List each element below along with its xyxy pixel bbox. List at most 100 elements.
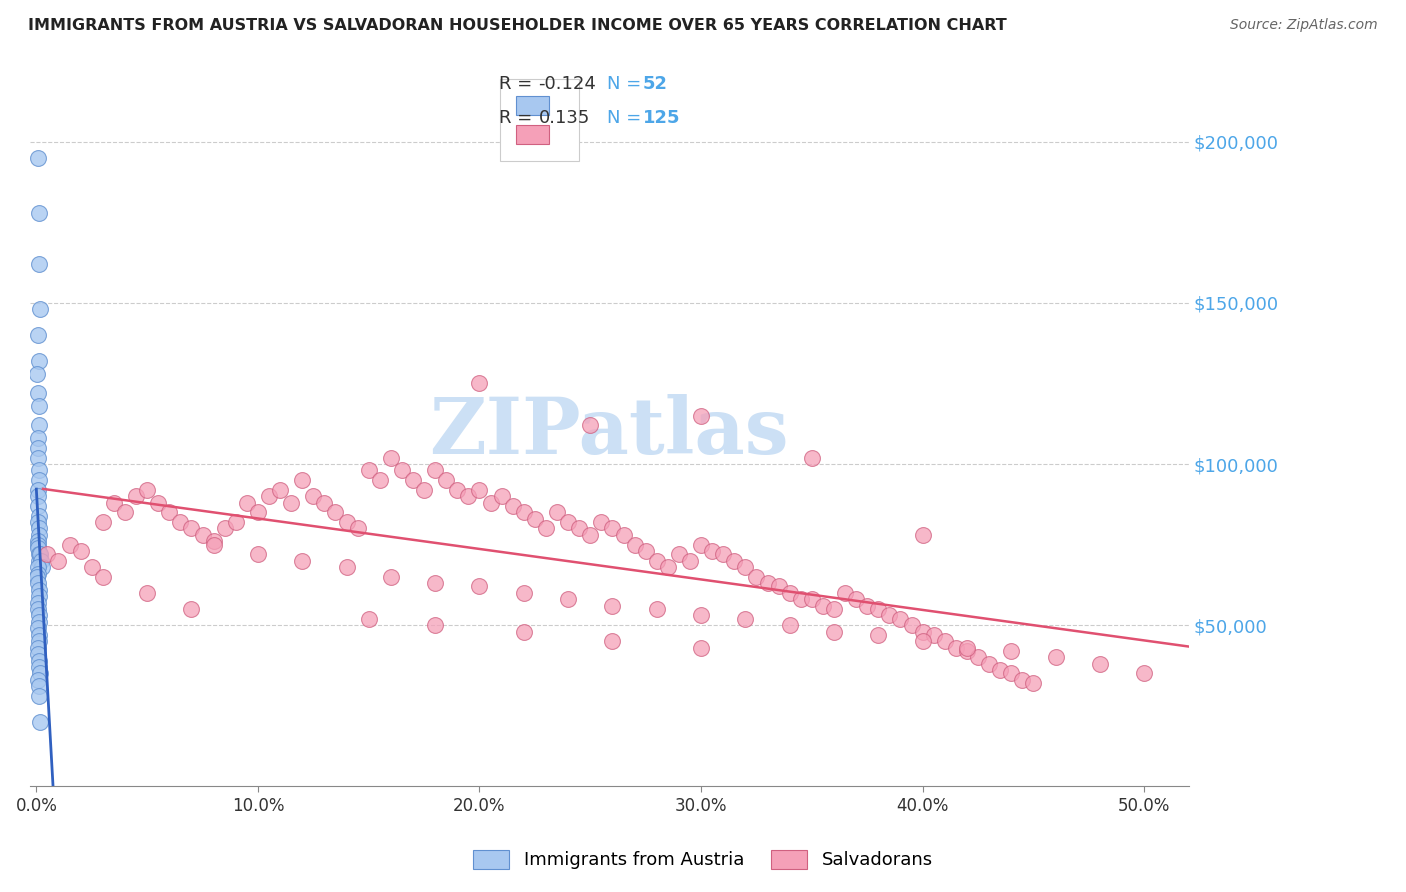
Point bbox=[956, 644, 979, 658]
Point bbox=[768, 579, 790, 593]
Point bbox=[335, 560, 357, 574]
Point bbox=[27, 441, 49, 455]
Point bbox=[27, 608, 49, 623]
Point bbox=[225, 515, 247, 529]
Point bbox=[325, 505, 347, 519]
Point bbox=[257, 489, 280, 503]
Point bbox=[579, 418, 602, 433]
Point bbox=[302, 489, 325, 503]
Text: Source: ZipAtlas.com: Source: ZipAtlas.com bbox=[1230, 18, 1378, 32]
Point bbox=[711, 547, 734, 561]
Point bbox=[779, 618, 801, 632]
Point bbox=[27, 463, 49, 477]
Point bbox=[27, 602, 49, 616]
Point bbox=[28, 528, 51, 542]
Point bbox=[69, 544, 91, 558]
Point bbox=[280, 496, 302, 510]
Point bbox=[546, 505, 568, 519]
Point bbox=[823, 602, 845, 616]
Point bbox=[790, 592, 813, 607]
Point bbox=[27, 582, 49, 597]
Point bbox=[579, 528, 602, 542]
Point bbox=[291, 554, 314, 568]
Point bbox=[479, 496, 502, 510]
Point bbox=[58, 537, 80, 551]
Text: IMMIGRANTS FROM AUSTRIA VS SALVADORAN HOUSEHOLDER INCOME OVER 65 YEARS CORRELATI: IMMIGRANTS FROM AUSTRIA VS SALVADORAN HO… bbox=[28, 18, 1007, 33]
Point bbox=[125, 489, 148, 503]
Point bbox=[623, 537, 645, 551]
Point bbox=[27, 367, 49, 381]
Point bbox=[468, 376, 491, 391]
Point bbox=[28, 473, 51, 487]
Point bbox=[602, 599, 624, 613]
Point bbox=[1088, 657, 1111, 671]
Point bbox=[27, 628, 49, 642]
Point bbox=[845, 592, 868, 607]
Text: R =: R = bbox=[499, 109, 533, 127]
Point bbox=[425, 463, 447, 477]
Point bbox=[657, 560, 679, 574]
Point bbox=[27, 560, 49, 574]
Point bbox=[734, 560, 756, 574]
Point bbox=[269, 483, 291, 497]
Point bbox=[169, 515, 191, 529]
Legend: Immigrants from Austria, Salvadorans: Immigrants from Austria, Salvadorans bbox=[464, 841, 942, 879]
Point bbox=[523, 512, 546, 526]
Point bbox=[1000, 666, 1022, 681]
Point bbox=[27, 647, 49, 661]
Point bbox=[911, 624, 934, 639]
Point bbox=[91, 570, 114, 584]
Point bbox=[28, 714, 51, 729]
Point bbox=[645, 554, 668, 568]
Point bbox=[28, 666, 51, 681]
Point bbox=[911, 528, 934, 542]
Point bbox=[602, 521, 624, 535]
Point bbox=[380, 570, 402, 584]
Point bbox=[690, 537, 713, 551]
Point bbox=[27, 576, 49, 591]
Point bbox=[967, 650, 990, 665]
Point bbox=[27, 566, 49, 581]
Point bbox=[988, 663, 1011, 677]
Point bbox=[335, 515, 357, 529]
Point bbox=[148, 496, 170, 510]
Point bbox=[1022, 676, 1045, 690]
Point bbox=[434, 473, 457, 487]
Point bbox=[811, 599, 834, 613]
Point bbox=[1045, 650, 1067, 665]
Point bbox=[879, 608, 901, 623]
Point bbox=[977, 657, 1000, 671]
Point bbox=[27, 534, 49, 549]
Point bbox=[357, 612, 380, 626]
Text: -0.124: -0.124 bbox=[538, 75, 596, 93]
Point bbox=[202, 534, 225, 549]
Point bbox=[945, 640, 967, 655]
Point bbox=[591, 515, 613, 529]
Point bbox=[645, 602, 668, 616]
Point bbox=[27, 354, 49, 368]
Point bbox=[723, 554, 745, 568]
Point bbox=[425, 618, 447, 632]
Point bbox=[27, 489, 49, 503]
Point bbox=[634, 544, 657, 558]
Point bbox=[756, 576, 779, 591]
Legend: , : , bbox=[501, 79, 579, 161]
Point bbox=[214, 521, 236, 535]
Point bbox=[612, 528, 634, 542]
Text: R =: R = bbox=[499, 75, 533, 93]
Point bbox=[368, 473, 391, 487]
Point bbox=[28, 547, 51, 561]
Point bbox=[502, 499, 524, 513]
Point bbox=[27, 431, 49, 445]
Point bbox=[834, 586, 856, 600]
Text: ZIPatlas: ZIPatlas bbox=[429, 393, 789, 470]
Point bbox=[468, 483, 491, 497]
Point bbox=[690, 640, 713, 655]
Point bbox=[27, 205, 49, 219]
Point bbox=[922, 628, 945, 642]
Point bbox=[679, 554, 702, 568]
Point bbox=[889, 612, 911, 626]
Point bbox=[27, 653, 49, 667]
Point bbox=[779, 586, 801, 600]
Point bbox=[136, 483, 159, 497]
